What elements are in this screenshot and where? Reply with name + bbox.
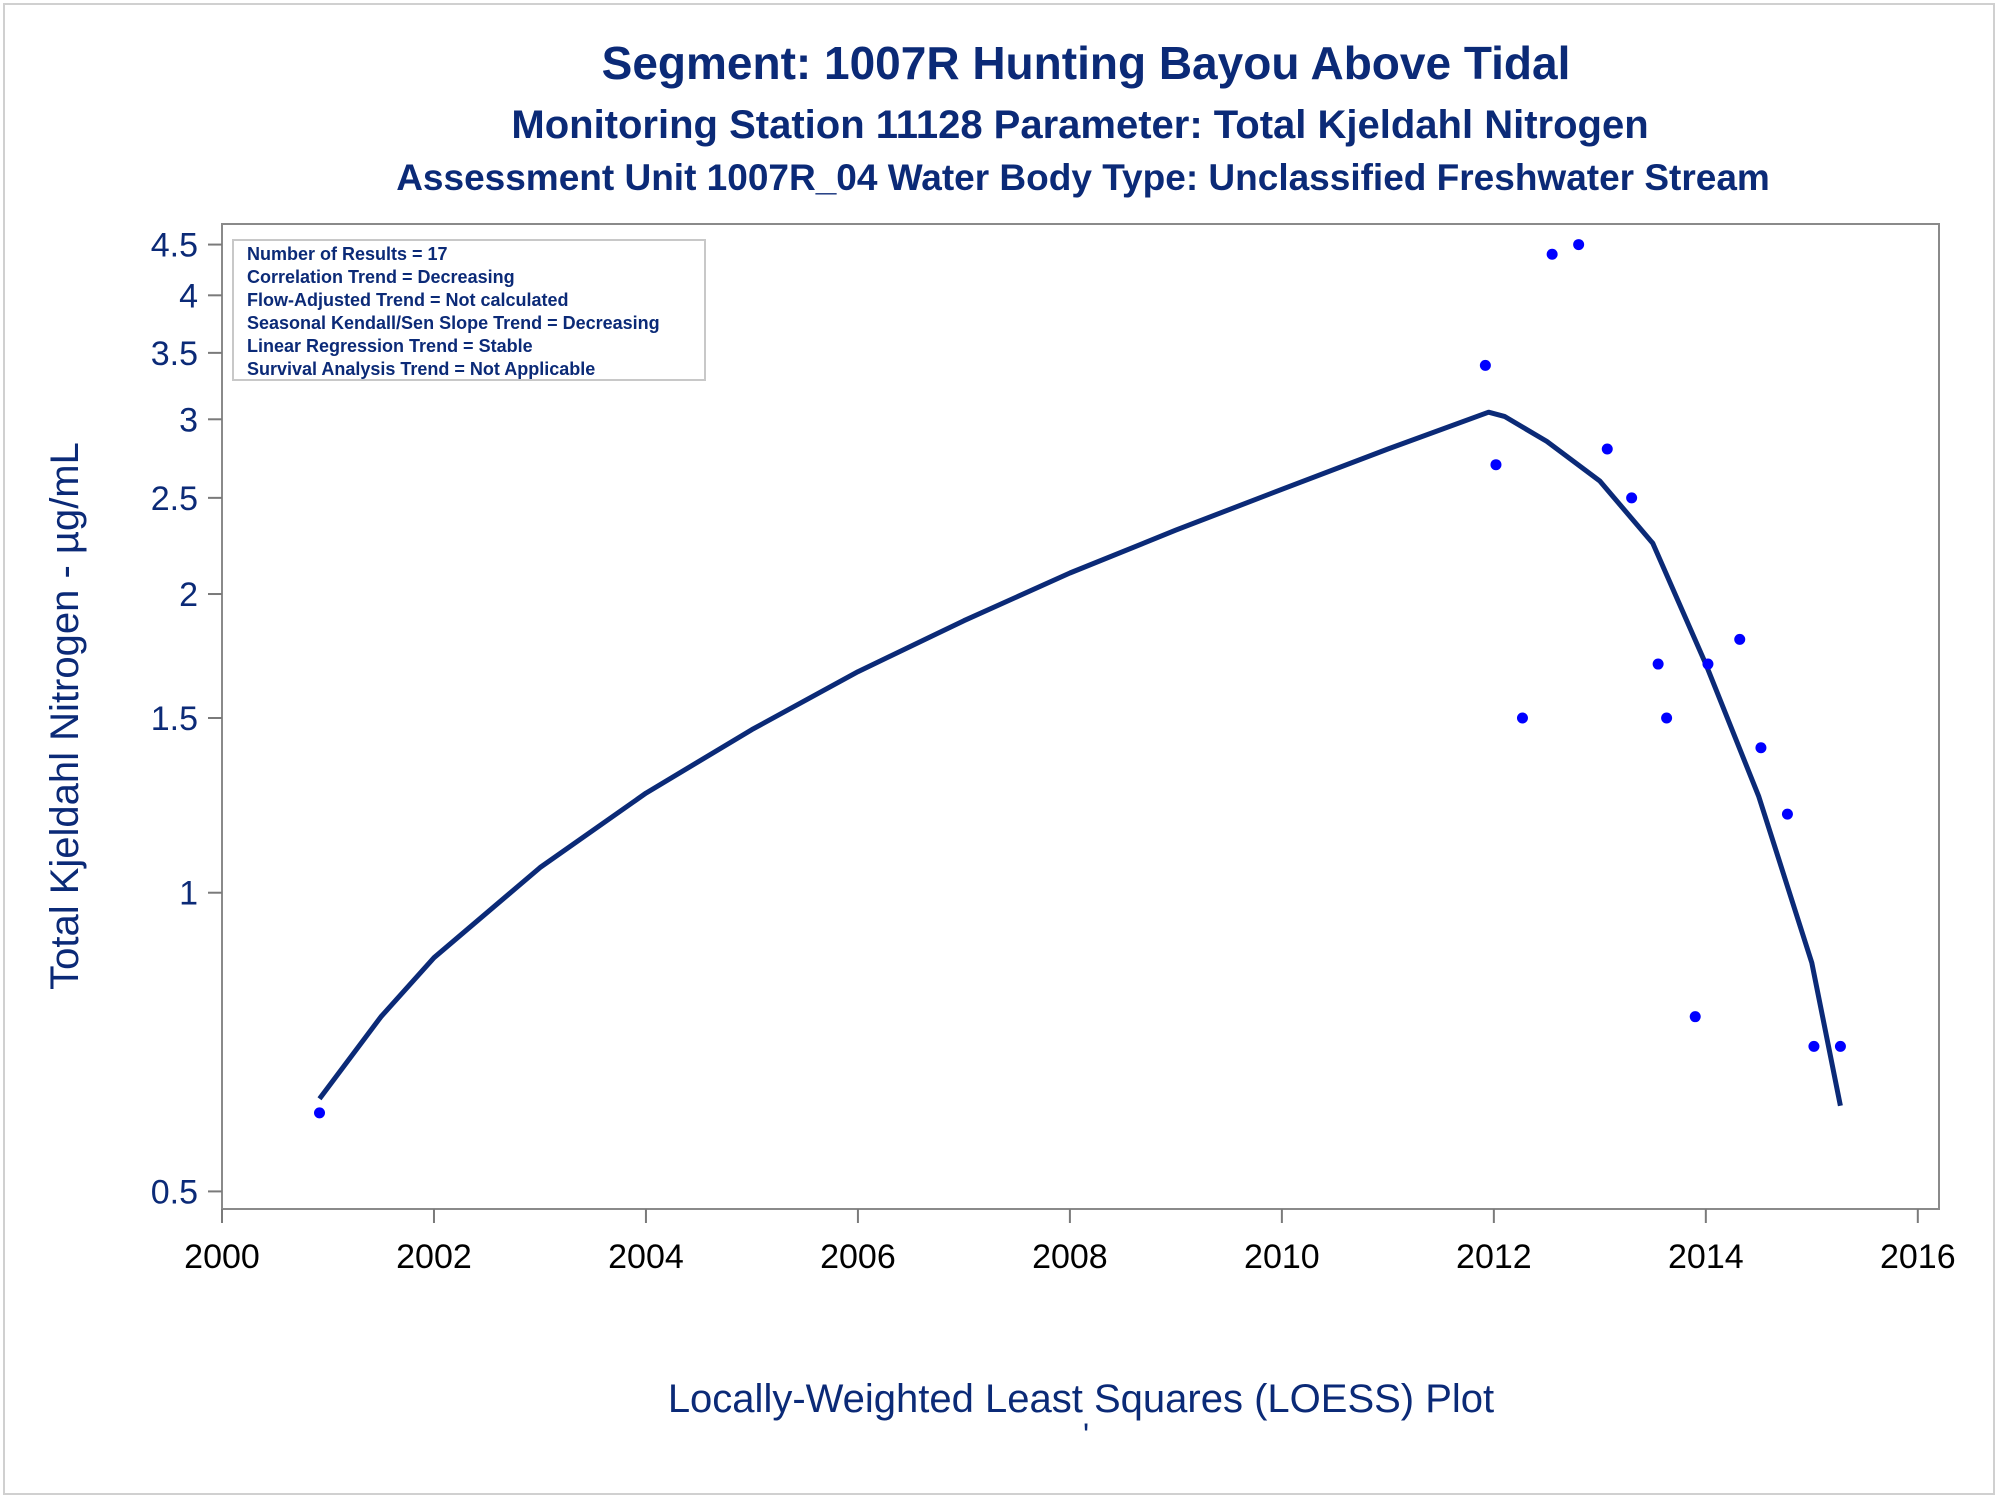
data-point xyxy=(1781,808,1793,820)
y-tick-label: 3 xyxy=(179,401,198,439)
y-tick-label: 2.5 xyxy=(151,480,198,518)
y-tick-label: 0.5 xyxy=(151,1173,198,1211)
footnote: ' xyxy=(1083,1417,1089,1453)
y-tick-label: 4 xyxy=(179,277,198,315)
x-tick-label: 2016 xyxy=(1880,1238,1956,1276)
data-point xyxy=(1834,1040,1846,1052)
stats-box-border xyxy=(232,239,706,381)
x-tick-label: 2004 xyxy=(608,1238,684,1276)
data-point xyxy=(1689,1011,1701,1023)
data-point xyxy=(314,1107,326,1119)
chart-title: Segment: 1007R Hunting Bayou Above Tidal xyxy=(602,37,1571,89)
y-tick-label: 1 xyxy=(179,875,198,913)
y-tick-label: 2 xyxy=(179,576,198,614)
x-tick-label: 2002 xyxy=(396,1238,472,1276)
data-point xyxy=(1652,658,1664,670)
x-axis-label: Locally-Weighted Least Squares (LOESS) P… xyxy=(668,1377,1494,1421)
data-point xyxy=(1479,359,1491,371)
stat-survival-analysis-trend: Survival Analysis Trend = Not Applicable xyxy=(247,359,595,379)
data-point xyxy=(1626,492,1638,504)
data-point xyxy=(1490,459,1502,471)
stats-box: Number of Results = 17 Correlation Trend… xyxy=(232,239,706,381)
data-point xyxy=(1661,712,1673,724)
data-point xyxy=(1573,239,1585,251)
x-tick-label: 2012 xyxy=(1456,1238,1532,1276)
x-tick-label: 2014 xyxy=(1668,1238,1744,1276)
chart-frame xyxy=(3,3,1995,1495)
stat-linear-regression-trend: Linear Regression Trend = Stable xyxy=(247,336,533,356)
chart-subtitle: Monitoring Station 11128 Parameter: Tota… xyxy=(511,103,1648,147)
data-point xyxy=(1516,712,1528,724)
x-axis: 2000 2002 2004 2006 2008 2010 2012 2014 2016 xyxy=(184,1209,1956,1276)
data-point xyxy=(1546,248,1558,260)
loess-fit-line xyxy=(317,409,1843,1107)
stat-seasonal-kendall-trend: Seasonal Kendall/Sen Slope Trend = Decre… xyxy=(247,313,660,333)
chart-marks xyxy=(314,239,1846,1119)
data-point xyxy=(1755,742,1767,754)
y-axis: 0.5 1 1.5 2 2.5 3 3.5 4 4.5 xyxy=(151,227,222,1211)
x-tick-label: 2006 xyxy=(820,1238,896,1276)
y-tick-label: 4.5 xyxy=(151,227,198,265)
stat-number-of-results: Number of Results = 17 xyxy=(247,244,448,264)
stat-correlation-trend: Correlation Trend = Decreasing xyxy=(247,267,515,287)
plot-area xyxy=(221,223,1940,1210)
data-point xyxy=(1601,443,1613,455)
data-point xyxy=(1808,1040,1820,1052)
stat-flow-adjusted-trend: Flow-Adjusted Trend = Not calculated xyxy=(247,290,569,310)
y-axis-label: Total Kjeldahl Nitrogen - µg/mL xyxy=(43,442,87,990)
x-tick-label: 2008 xyxy=(1032,1238,1108,1276)
x-tick-label: 2000 xyxy=(184,1238,260,1276)
x-tick-label: 2010 xyxy=(1244,1238,1320,1276)
data-point xyxy=(1734,633,1746,645)
chart-subtitle-2: Assessment Unit 1007R_04 Water Body Type… xyxy=(396,157,1770,198)
y-tick-label: 3.5 xyxy=(151,335,198,373)
data-point xyxy=(1702,658,1714,670)
y-tick-label: 1.5 xyxy=(151,700,198,738)
